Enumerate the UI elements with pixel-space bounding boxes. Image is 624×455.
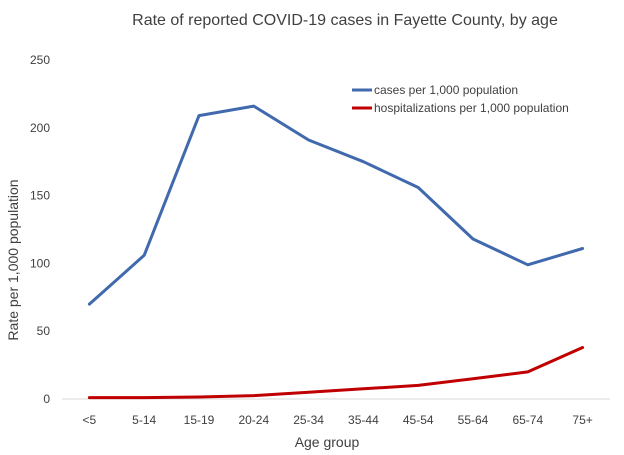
legend-label-1: cases per 1,000 population (374, 83, 518, 97)
y-tick-label: 200 (30, 121, 50, 135)
x-tick-label: 45-54 (403, 413, 434, 427)
x-tick-label: 20-24 (238, 413, 269, 427)
y-tick-labels: 0 50 100 150 200 250 (30, 53, 50, 406)
x-tick-label: 15-19 (184, 413, 215, 427)
x-tick-label: 25-34 (293, 413, 324, 427)
series-line-1 (87, 104, 585, 306)
x-tick-label: 75+ (572, 413, 592, 427)
y-axis-title: Rate per 1,000 population (5, 179, 21, 340)
y-tick-label: 150 (30, 189, 50, 203)
chart-title: Rate of reported COVID-19 cases in Fayet… (132, 12, 558, 29)
x-tick-label: <5 (83, 413, 97, 427)
y-tick-label: 250 (30, 53, 50, 67)
x-tick-label: 5-14 (132, 413, 156, 427)
legend: cases per 1,000 population hospitalizatio… (352, 83, 569, 115)
y-tick-label: 50 (37, 324, 51, 338)
x-tick-label: 65-74 (512, 413, 543, 427)
x-tick-label: 55-64 (458, 413, 489, 427)
legend-label-2: hospitalizations per 1,000 population (374, 101, 569, 115)
x-axis-title: Age group (295, 434, 360, 450)
y-tick-label: 0 (43, 392, 50, 406)
series-lines (87, 104, 585, 400)
x-tick-labels: <5 5-14 15-19 20-24 25-34 35-44 45-54 55-64 65-7… (83, 413, 593, 427)
series-line-2 (87, 346, 585, 400)
x-tick-label: 35-44 (348, 413, 379, 427)
y-tick-label: 100 (30, 256, 50, 270)
